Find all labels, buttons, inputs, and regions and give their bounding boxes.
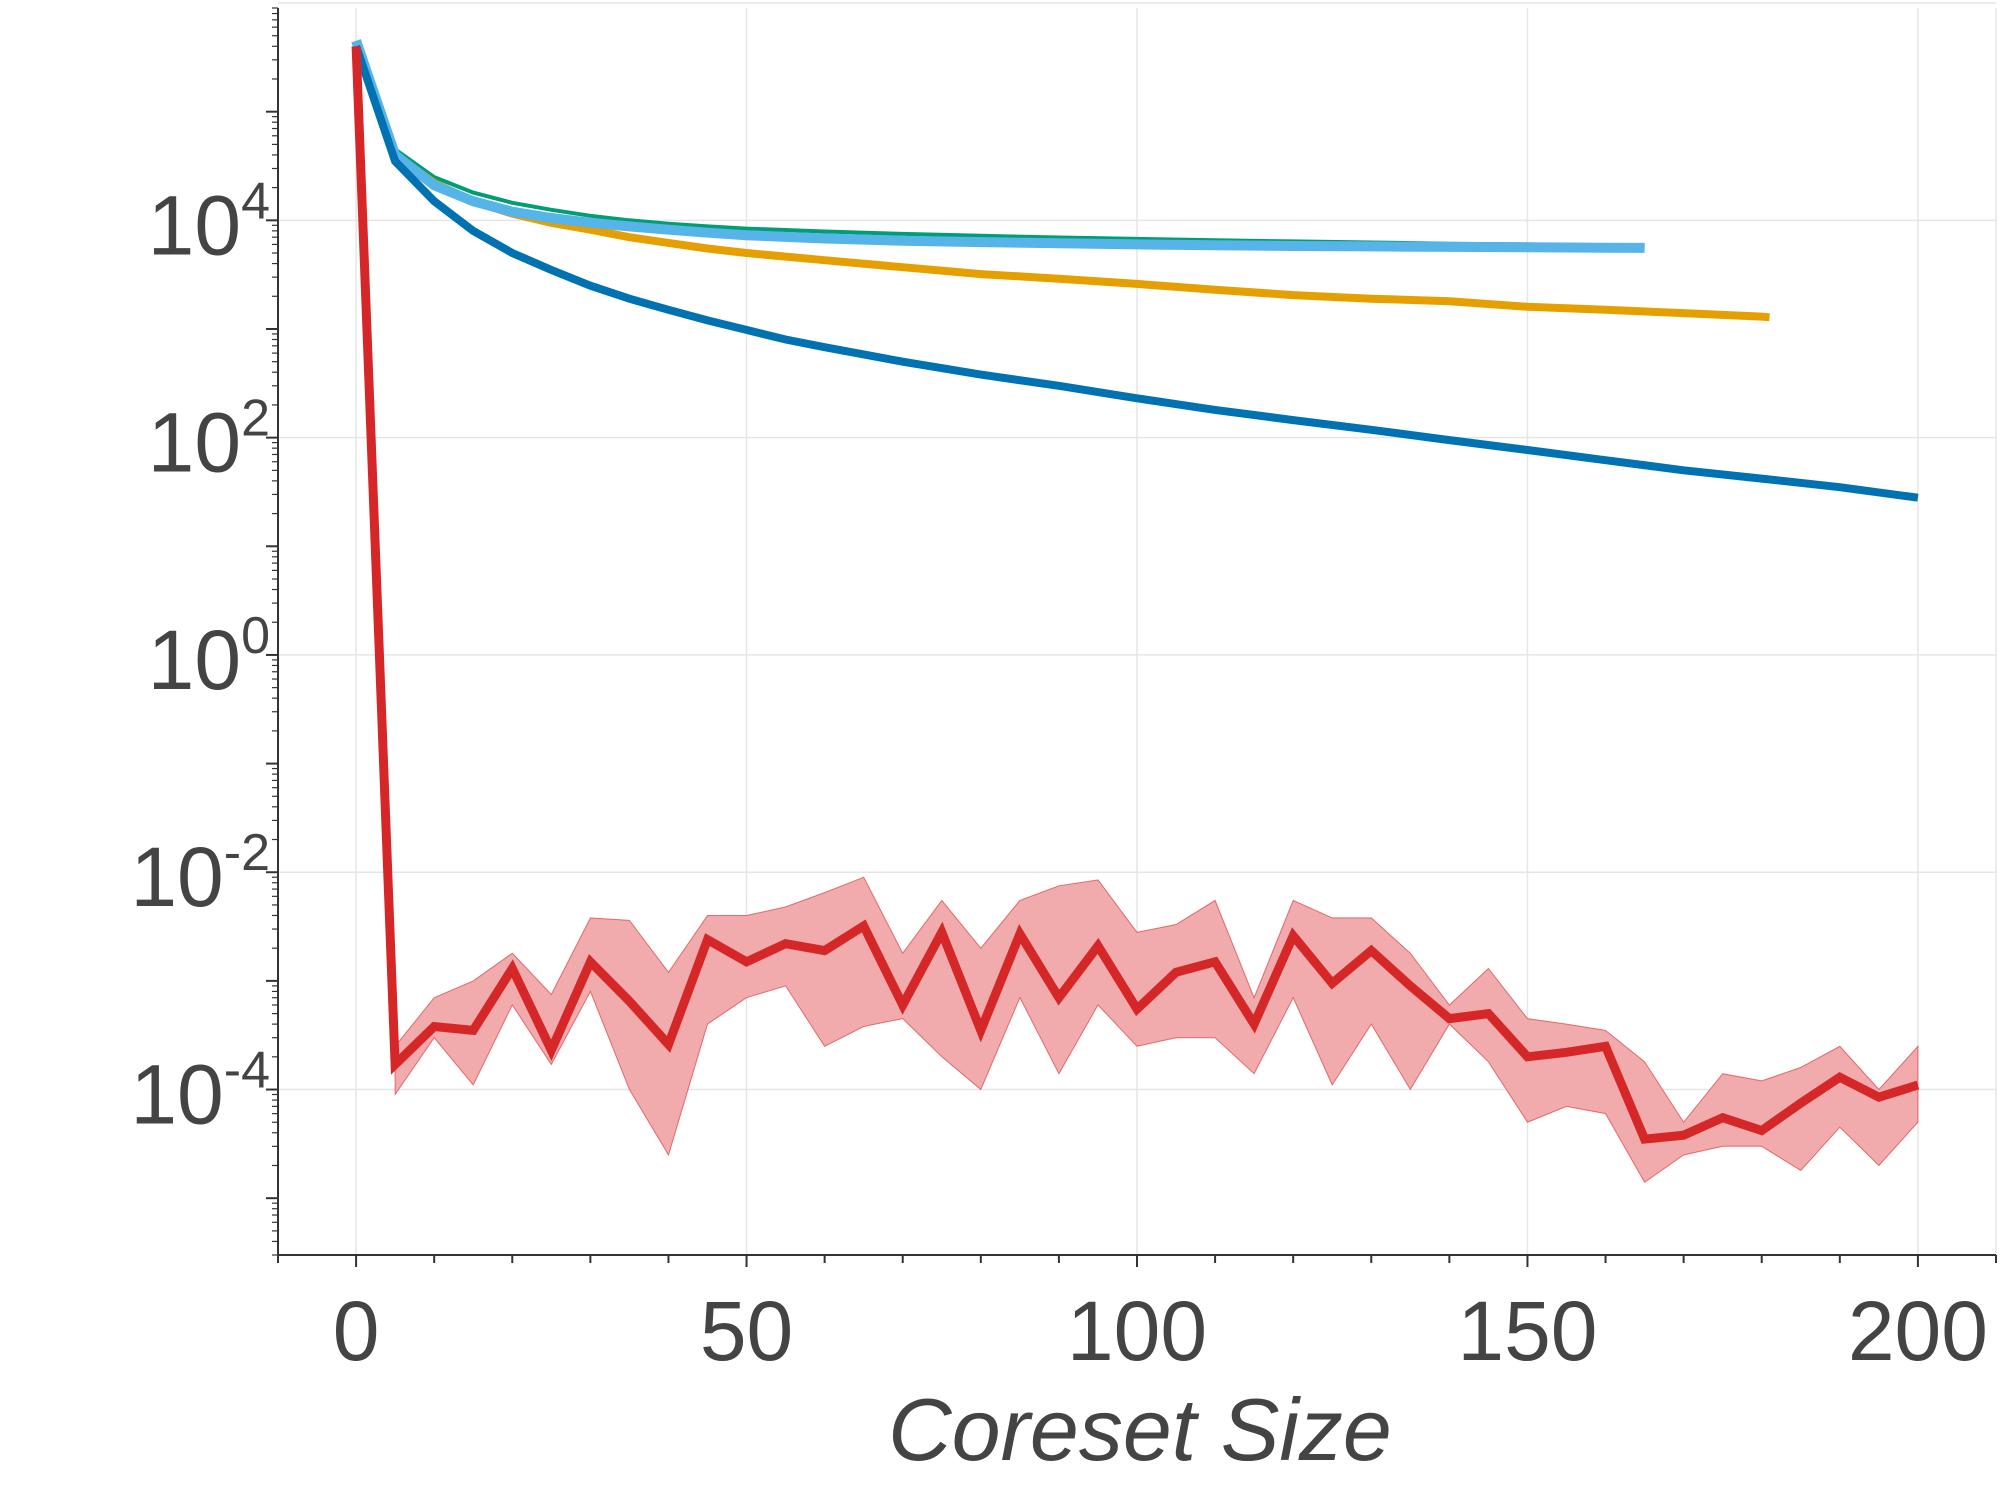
y-tick-label: 10-2 — [130, 824, 270, 924]
y-tick-label-base: 10 — [148, 613, 241, 707]
band-layer — [394, 876, 1919, 1184]
series-line — [351, 39, 1645, 253]
x-tick-label: 100 — [1067, 1284, 1207, 1378]
y-tick-label-base: 10 — [148, 178, 241, 272]
y-tick-label-base: 10 — [130, 830, 223, 924]
x-tick-label: 0 — [333, 1284, 380, 1378]
y-tick-label: 100 — [148, 607, 270, 707]
confidence-band — [394, 876, 1919, 1184]
x-tick-label: 50 — [700, 1284, 793, 1378]
y-tick-label-base: 10 — [130, 1048, 223, 1142]
y-tick-label: 104 — [148, 172, 270, 272]
series-layer — [351, 39, 1920, 1144]
y-tick-label-exponent: 0 — [241, 607, 270, 665]
y-tick-label: 102 — [148, 390, 270, 490]
x-tick-label: 200 — [1848, 1284, 1988, 1378]
y-tick-label-base: 10 — [148, 396, 241, 490]
series-line — [351, 46, 1920, 1144]
y-tick-label: 10-4 — [130, 1042, 270, 1142]
grid-layer — [278, 2, 1997, 1255]
y-tick-label-exponent: -2 — [224, 824, 270, 882]
y-tick-label-exponent: -4 — [224, 1042, 270, 1100]
label-layer: Coreset Size 0 50 100 150 20010-410-21001021… — [130, 172, 1988, 1479]
x-tick-label: 150 — [1457, 1284, 1597, 1378]
series-line — [352, 45, 1919, 502]
y-tick-label-exponent: 2 — [241, 390, 270, 448]
y-tick-label-exponent: 4 — [241, 172, 270, 230]
axis-layer — [266, 7, 1997, 1267]
x-axis-title: Coreset Size — [888, 1380, 1392, 1479]
